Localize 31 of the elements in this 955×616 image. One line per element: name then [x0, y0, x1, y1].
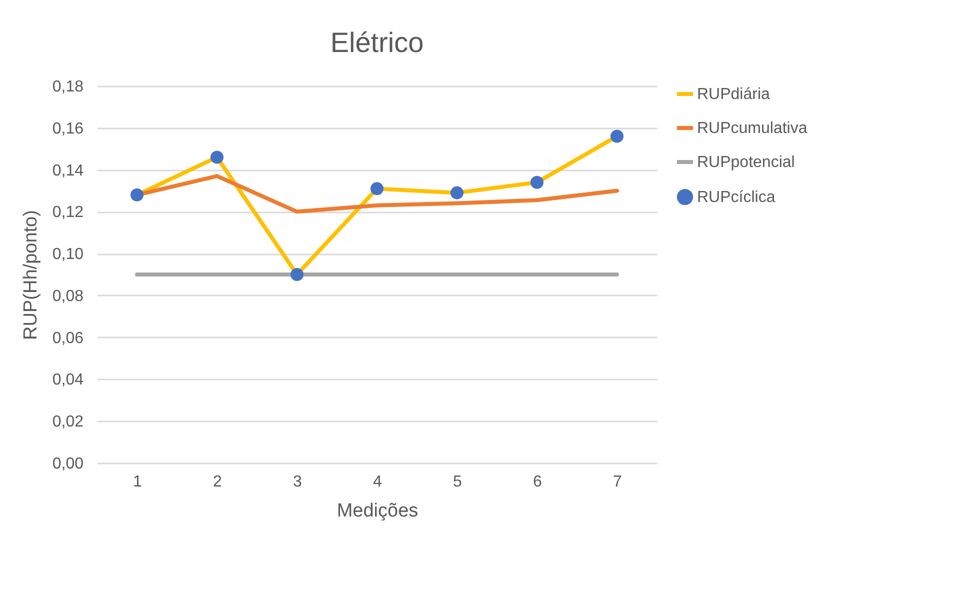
- point: [210, 150, 224, 164]
- legend-label: RUPcumulativa: [697, 120, 808, 137]
- x-tick-label: 7: [613, 474, 622, 490]
- x-tick-label: 1: [133, 474, 142, 490]
- x-axis-title: Medições: [336, 500, 418, 522]
- x-tick-label: 5: [453, 474, 462, 490]
- x-tick-label: 2: [213, 474, 222, 490]
- point: [290, 268, 304, 282]
- x-tick-label: 3: [293, 474, 302, 490]
- y-axis-title: RUP(Hh/ponto): [20, 210, 42, 340]
- legend-label: RUPpotencial: [697, 154, 795, 171]
- x-tick-label: 4: [373, 474, 382, 490]
- y-tick-label: 0,02: [52, 414, 84, 431]
- y-tick-label: 0,00: [52, 456, 84, 472]
- point: [370, 182, 384, 196]
- y-tick-label: 0,18: [52, 78, 84, 96]
- y-tick-label: 0,12: [52, 204, 84, 222]
- y-tick-label: 0,04: [52, 372, 84, 389]
- y-tick-label: 0,06: [52, 330, 84, 347]
- legend-label: RUPcíclica: [697, 189, 776, 206]
- point: [530, 176, 544, 189]
- y-tick-label: 0,08: [52, 288, 84, 305]
- point: [610, 130, 624, 143]
- y-tick-label: 0,16: [52, 120, 84, 138]
- x-tick-label: 6: [533, 474, 542, 490]
- point: [130, 188, 144, 202]
- point: [450, 186, 464, 200]
- chart-title: Elétrico: [330, 27, 424, 58]
- legend-label: RUPdiária: [697, 86, 770, 103]
- y-tick-label: 0,14: [52, 162, 84, 180]
- y-tick-label: 0,10: [52, 246, 84, 264]
